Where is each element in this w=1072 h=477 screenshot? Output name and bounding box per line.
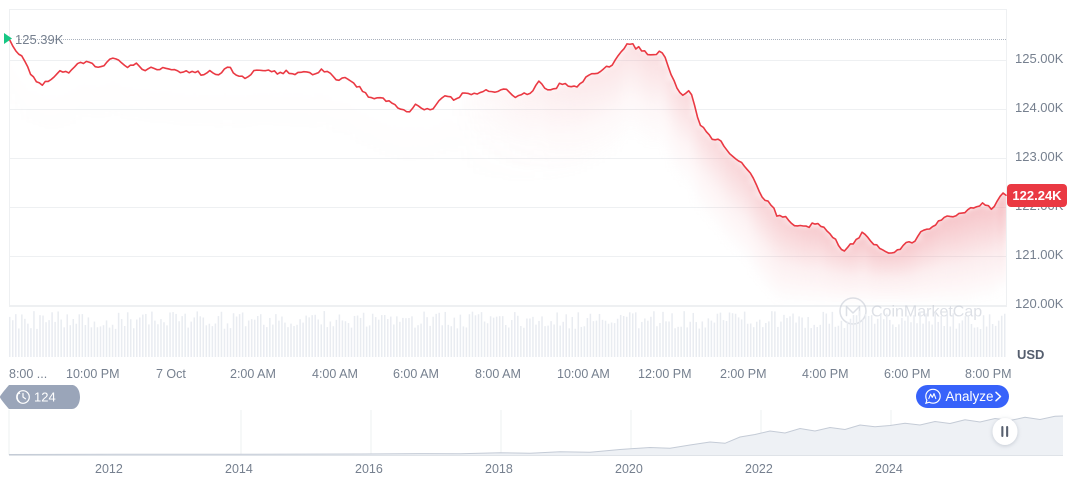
svg-text:2024: 2024: [875, 462, 903, 476]
svg-text:2022: 2022: [745, 462, 773, 476]
svg-text:2016: 2016: [355, 462, 383, 476]
svg-text:124: 124: [34, 390, 56, 405]
svg-text:2018: 2018: [485, 462, 513, 476]
svg-text:2012: 2012: [95, 462, 123, 476]
svg-text:2020: 2020: [615, 462, 643, 476]
svg-text:Analyze: Analyze: [946, 389, 994, 404]
svg-text:2014: 2014: [225, 462, 253, 476]
